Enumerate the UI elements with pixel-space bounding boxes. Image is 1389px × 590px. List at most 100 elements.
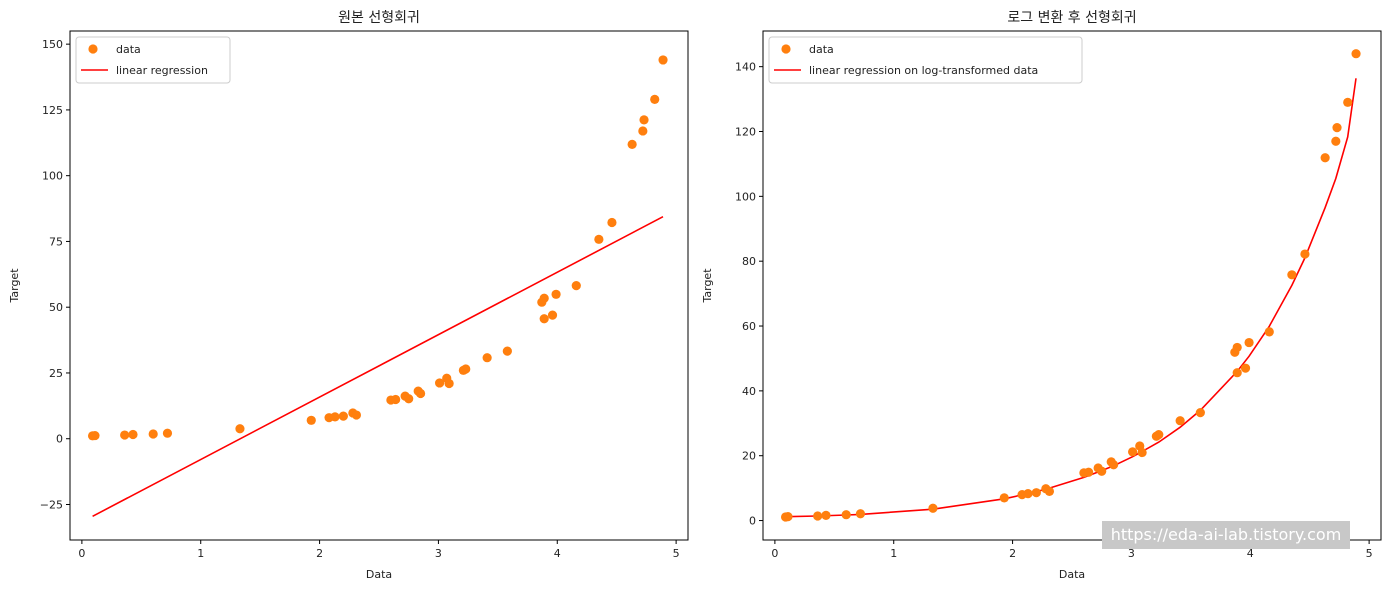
y-tick-label: 150 — [42, 38, 63, 51]
y-tick-label: 140 — [735, 61, 756, 74]
data-point — [1044, 486, 1055, 496]
data-point — [1300, 249, 1310, 259]
data-point — [639, 115, 649, 125]
y-tick-label: 80 — [742, 255, 756, 268]
data-point — [855, 509, 866, 519]
y-tick-label: 125 — [42, 104, 63, 117]
x-axis-label: Data — [366, 568, 392, 581]
plot-frame — [762, 30, 1382, 541]
y-tick-label: 40 — [742, 385, 756, 398]
data-point — [120, 430, 130, 440]
data-point — [1240, 363, 1251, 373]
data-point — [1097, 466, 1107, 476]
y-tick-label: 0 — [749, 515, 756, 528]
data-point — [1331, 136, 1341, 146]
data-point — [415, 388, 426, 399]
data-point — [1232, 342, 1242, 353]
data-point — [1195, 407, 1205, 418]
y-tick-label: 50 — [49, 301, 63, 314]
y-tick-label: −25 — [40, 498, 63, 511]
data-point — [821, 510, 831, 520]
y-axis-label: Target — [701, 268, 714, 304]
data-point — [539, 314, 549, 324]
legend-box — [75, 36, 231, 84]
data-point — [928, 503, 938, 513]
data-point — [551, 289, 561, 299]
data-point — [999, 493, 1009, 503]
y-tick-label: 0 — [56, 433, 63, 446]
data-point — [1084, 467, 1094, 477]
x-tick-label: 5 — [673, 547, 680, 560]
data-point — [502, 346, 512, 356]
regression-line — [92, 215, 664, 518]
y-tick-label: 75 — [49, 235, 63, 248]
legend-label: linear regression — [116, 64, 208, 77]
data-point — [1031, 488, 1041, 498]
data-point — [638, 126, 648, 136]
x-tick-label: 5 — [1366, 547, 1373, 560]
y-tick-label: 120 — [735, 126, 756, 139]
legend-marker-data — [781, 44, 791, 54]
x-tick-label: 3 — [435, 547, 442, 560]
data-point — [1137, 447, 1147, 458]
legend-marker-data — [88, 44, 98, 54]
y-tick-label: 60 — [742, 320, 756, 333]
data-point — [338, 411, 348, 421]
data-point — [1287, 270, 1297, 280]
data-point — [658, 55, 668, 65]
data-point — [482, 353, 492, 363]
data-point — [1351, 49, 1361, 59]
data-point — [162, 428, 173, 438]
x-tick-label: 2 — [316, 547, 323, 560]
x-tick-label: 4 — [1247, 547, 1254, 560]
data-point — [235, 424, 245, 434]
x-tick-label: 4 — [554, 547, 561, 560]
regression-line — [785, 78, 1357, 518]
data-point — [650, 94, 660, 104]
plot-frame — [69, 30, 689, 541]
x-axis-label: Data — [1059, 568, 1085, 581]
data-point — [148, 429, 158, 439]
legend-label: data — [809, 43, 834, 56]
x-tick-label: 1 — [197, 547, 204, 560]
data-point — [594, 234, 604, 244]
data-point — [1128, 447, 1138, 457]
watermark: https://eda-ai-lab.tistory.com — [1102, 521, 1350, 549]
y-tick-label: 100 — [735, 190, 756, 203]
y-tick-label: 25 — [49, 367, 63, 380]
y-tick-label: 20 — [742, 450, 756, 463]
data-point — [571, 281, 581, 291]
chart-panel-1: 원본 선형회귀 0 1 2 3 4 5 −25 0 25 50 75 100 125 150 Data Targ… — [8, 10, 689, 581]
data-point — [1320, 153, 1330, 163]
data-point — [783, 512, 793, 522]
data-point — [1332, 123, 1342, 133]
x-tick-label: 1 — [890, 547, 897, 560]
data-point — [461, 364, 471, 374]
data-point — [444, 378, 454, 389]
chart-panel-2: 로그 변환 후 선형회귀 0 1 2 3 4 5 0 20 40 60 80 100 120 140 Data… — [701, 10, 1382, 581]
y-axis-label: Target — [8, 268, 21, 304]
data-point — [1108, 460, 1119, 470]
x-tick-label: 3 — [1128, 547, 1135, 560]
data-point — [539, 293, 549, 303]
y-tick-label: 100 — [42, 170, 63, 183]
data-point — [351, 410, 362, 420]
data-point — [391, 394, 401, 405]
data-point — [813, 511, 823, 521]
legend-box — [768, 36, 1083, 84]
data-point — [1175, 416, 1185, 426]
data-point — [1154, 430, 1164, 440]
data-point — [1264, 327, 1274, 337]
x-tick-label: 0 — [78, 547, 85, 560]
data-point — [1343, 97, 1353, 107]
x-tick-label: 2 — [1009, 547, 1016, 560]
data-point — [90, 430, 100, 441]
chart-title: 로그 변환 후 선형회귀 — [1007, 10, 1136, 26]
data-point — [330, 412, 340, 422]
data-point — [841, 510, 851, 520]
data-point — [306, 415, 316, 425]
data-point — [1232, 368, 1242, 378]
data-point — [627, 139, 637, 149]
legend-label: linear regression on log-transformed dat… — [809, 64, 1038, 77]
